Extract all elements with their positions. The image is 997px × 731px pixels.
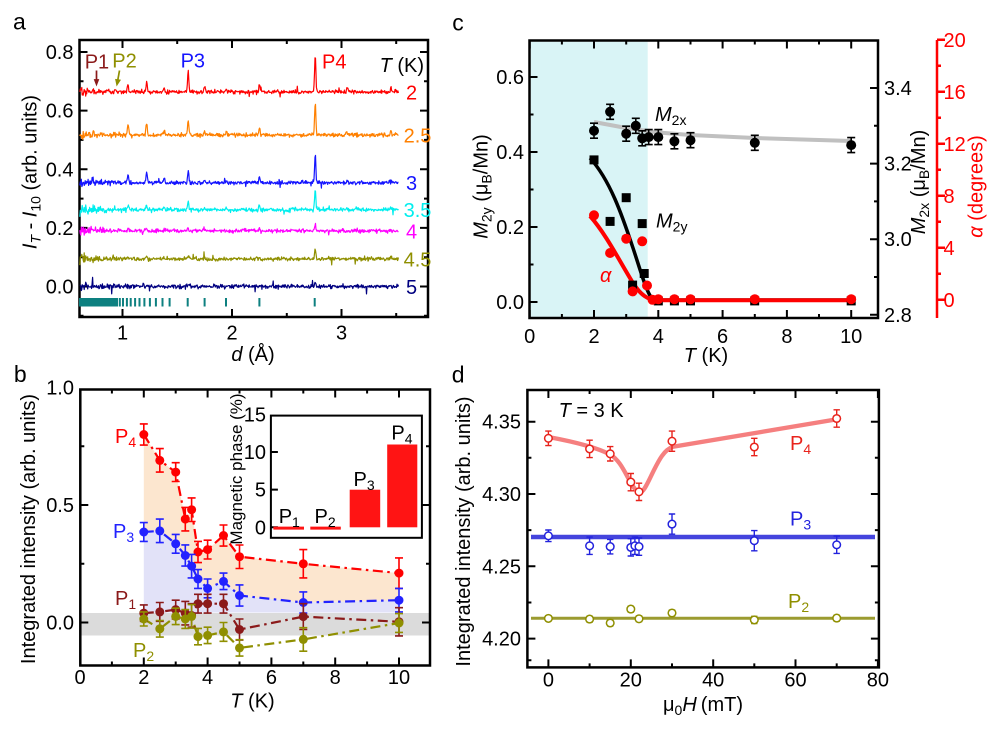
svg-text:0.0: 0.0 bbox=[46, 277, 74, 299]
svg-text:0.0: 0.0 bbox=[496, 292, 524, 314]
svg-text:0.5: 0.5 bbox=[46, 495, 74, 517]
svg-text:b: b bbox=[14, 361, 27, 387]
svg-text:P1: P1 bbox=[85, 52, 109, 74]
svg-text:20: 20 bbox=[620, 670, 642, 692]
svg-text:15: 15 bbox=[244, 404, 266, 426]
svg-text:4: 4 bbox=[406, 221, 417, 243]
svg-text:3.0: 3.0 bbox=[884, 229, 912, 251]
svg-text:α (degrees): α (degrees) bbox=[966, 135, 988, 238]
svg-text:P3: P3 bbox=[181, 51, 205, 73]
svg-text:1.0: 1.0 bbox=[46, 378, 74, 400]
svg-text:T (K): T (K) bbox=[380, 55, 424, 77]
svg-text:Integrated intensity (arb. uni: Integrated intensity (arb. units) bbox=[453, 396, 475, 666]
svg-text:4: 4 bbox=[944, 238, 955, 260]
svg-text:P4: P4 bbox=[322, 51, 346, 73]
svg-text:M2x​ (μB​/Mn): M2x​ (μB​/Mn) bbox=[908, 130, 932, 235]
svg-text:Integrated intensity (arb. uni: Integrated intensity (arb. units) bbox=[18, 394, 40, 664]
svg-text:0: 0 bbox=[255, 517, 266, 539]
svg-text:0.6: 0.6 bbox=[496, 67, 524, 89]
svg-text:4.25: 4.25 bbox=[482, 556, 521, 578]
svg-text:P2: P2 bbox=[112, 51, 136, 73]
svg-text:IT​ - I10​ (arb. units): IT​ - I10​ (arb. units) bbox=[20, 95, 44, 249]
svg-text:c: c bbox=[452, 9, 464, 35]
svg-text:4.35: 4.35 bbox=[482, 412, 521, 434]
svg-text:5: 5 bbox=[255, 480, 266, 502]
svg-text:1: 1 bbox=[117, 323, 128, 345]
svg-text:T (K): T (K) bbox=[230, 691, 274, 713]
svg-text:d: d bbox=[452, 361, 465, 387]
svg-text:0.2: 0.2 bbox=[496, 217, 524, 239]
svg-text:0.2: 0.2 bbox=[46, 218, 74, 240]
svg-text:Magnetic phase (%): Magnetic phase (%) bbox=[227, 393, 246, 544]
svg-text:60: 60 bbox=[784, 670, 806, 692]
svg-text:2.8: 2.8 bbox=[884, 305, 912, 327]
svg-text:6: 6 bbox=[717, 326, 728, 348]
svg-text:T (K): T (K) bbox=[684, 345, 728, 367]
svg-text:5: 5 bbox=[406, 277, 417, 299]
svg-text:2: 2 bbox=[588, 326, 599, 348]
svg-text:T = 3 K: T = 3 K bbox=[559, 400, 625, 422]
svg-text:4.30: 4.30 bbox=[482, 484, 521, 506]
svg-text:2: 2 bbox=[406, 82, 417, 104]
svg-text:20: 20 bbox=[944, 30, 966, 52]
svg-text:α: α bbox=[600, 265, 612, 287]
svg-text:0.0: 0.0 bbox=[46, 613, 74, 635]
svg-text:3.2: 3.2 bbox=[884, 154, 912, 176]
svg-text:M2x: M2x bbox=[655, 104, 686, 128]
svg-text:0: 0 bbox=[74, 667, 85, 689]
svg-text:6: 6 bbox=[266, 667, 277, 689]
svg-text:8: 8 bbox=[330, 667, 341, 689]
svg-text:0.8: 0.8 bbox=[46, 42, 74, 64]
svg-text:2: 2 bbox=[138, 667, 149, 689]
svg-text:0.4: 0.4 bbox=[496, 142, 524, 164]
svg-text:0.6: 0.6 bbox=[46, 101, 74, 123]
svg-text:12: 12 bbox=[944, 134, 966, 156]
svg-text:4.20: 4.20 bbox=[482, 629, 521, 651]
svg-text:4.5: 4.5 bbox=[404, 249, 432, 271]
svg-text:3: 3 bbox=[406, 173, 417, 195]
svg-text:2.5: 2.5 bbox=[404, 126, 432, 148]
svg-text:3.4: 3.4 bbox=[884, 78, 912, 100]
svg-text:16: 16 bbox=[944, 82, 966, 104]
svg-text:0: 0 bbox=[543, 670, 554, 692]
svg-text:M2y​ (μB​/Mn): M2y​ (μB​/Mn) bbox=[471, 134, 495, 239]
svg-text:40: 40 bbox=[702, 670, 724, 692]
svg-text:10: 10 bbox=[840, 326, 862, 348]
svg-text:10: 10 bbox=[244, 442, 266, 464]
svg-text:0: 0 bbox=[944, 290, 955, 312]
svg-text:a: a bbox=[13, 9, 26, 35]
svg-text:3.5: 3.5 bbox=[404, 200, 432, 222]
svg-text:8: 8 bbox=[781, 326, 792, 348]
svg-text:4: 4 bbox=[202, 667, 213, 689]
svg-text:d (Å): d (Å) bbox=[231, 343, 274, 366]
svg-text:80: 80 bbox=[867, 670, 889, 692]
svg-text:0: 0 bbox=[524, 326, 535, 348]
svg-text:2: 2 bbox=[226, 323, 237, 345]
svg-text:3: 3 bbox=[336, 323, 347, 345]
svg-text:4: 4 bbox=[653, 326, 664, 348]
svg-text:8: 8 bbox=[944, 186, 955, 208]
svg-text:M2y: M2y bbox=[656, 211, 687, 235]
svg-text:0.4: 0.4 bbox=[46, 159, 74, 181]
svg-text:10: 10 bbox=[388, 667, 410, 689]
